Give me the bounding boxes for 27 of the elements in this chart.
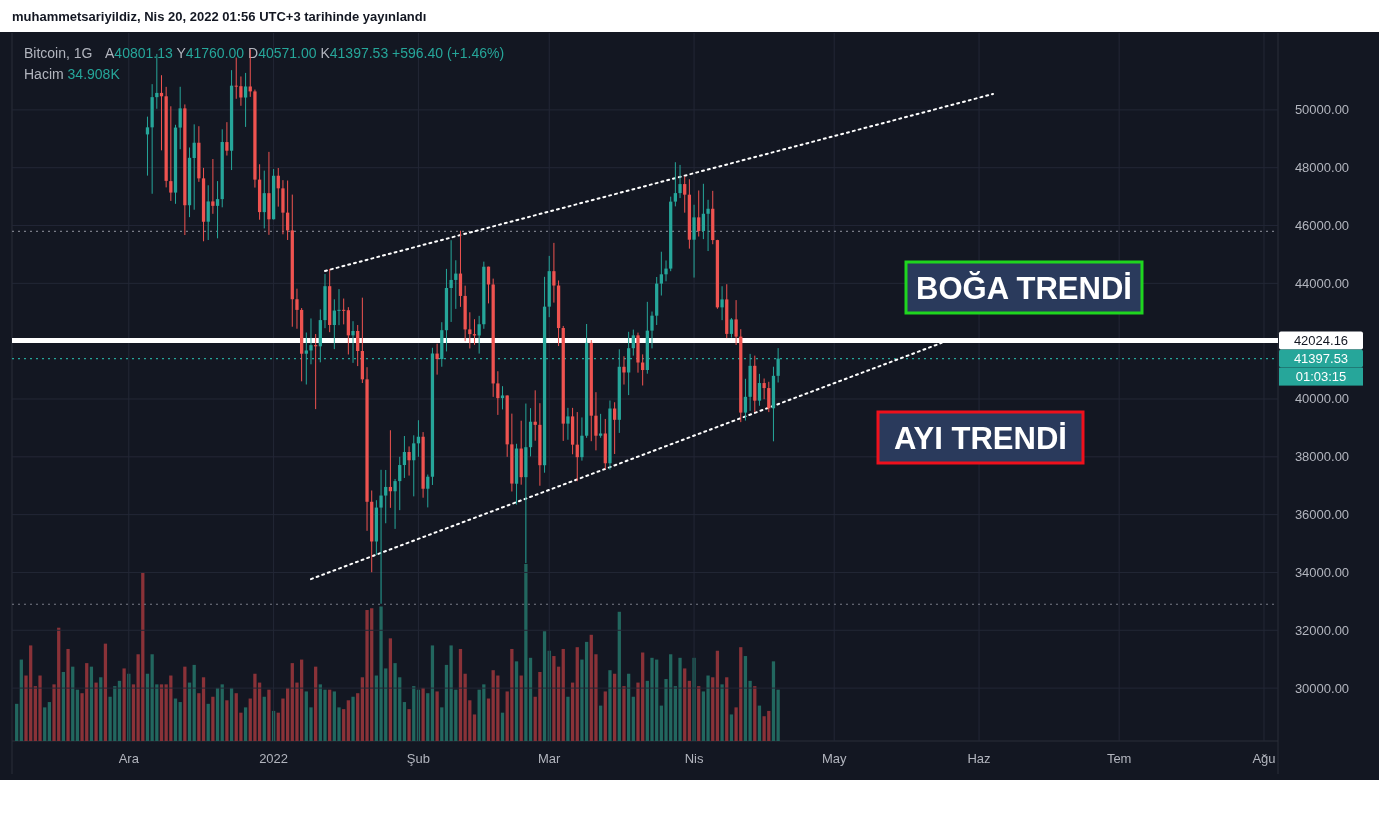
chart-title: Hacim 34.908K bbox=[24, 66, 121, 82]
ref-line-label: 42024.16 bbox=[1293, 332, 1349, 348]
y-tick-label: 38000.00 bbox=[1294, 449, 1350, 465]
x-tick-label: 2022 bbox=[259, 751, 289, 766]
x-tick-label: Şub bbox=[406, 751, 430, 766]
x-tick-label: Ağu bbox=[1252, 751, 1276, 766]
ref-line-label: 41397.53 bbox=[1293, 351, 1349, 367]
y-tick-label: 50000.00 bbox=[1294, 102, 1350, 118]
annotation: AYI TRENDİ bbox=[894, 420, 1067, 456]
x-tick-label: Tem bbox=[1106, 751, 1132, 766]
x-tick-label: Mar bbox=[538, 751, 562, 766]
annotation: BOĞA TRENDİ bbox=[916, 270, 1132, 306]
x-tick-label: Haz bbox=[967, 751, 991, 766]
y-tick-label: 44000.00 bbox=[1294, 275, 1350, 291]
y-tick-label: 36000.00 bbox=[1294, 507, 1350, 523]
text: Bitcoin, 1G bbox=[24, 45, 93, 61]
y-tick-label: 32000.00 bbox=[1294, 622, 1350, 638]
x-tick-label: May bbox=[821, 751, 847, 766]
y-tick-label: 48000.00 bbox=[1294, 160, 1350, 176]
x-tick-label: Ara bbox=[118, 751, 140, 766]
y-tick-label: 40000.00 bbox=[1294, 391, 1350, 407]
y-tick-label: 30000.00 bbox=[1294, 680, 1350, 696]
x-tick-label: Nis bbox=[684, 751, 704, 766]
y-tick-label: 46000.00 bbox=[1294, 218, 1350, 234]
chart-title: muhammetsariyildiz, Nis 20, 2022 01:56 UTC+3 tarihinde yayınlandı bbox=[12, 9, 427, 24]
y-tick-label: 34000.00 bbox=[1294, 564, 1350, 580]
text: 01:03:15 bbox=[1295, 369, 1347, 385]
